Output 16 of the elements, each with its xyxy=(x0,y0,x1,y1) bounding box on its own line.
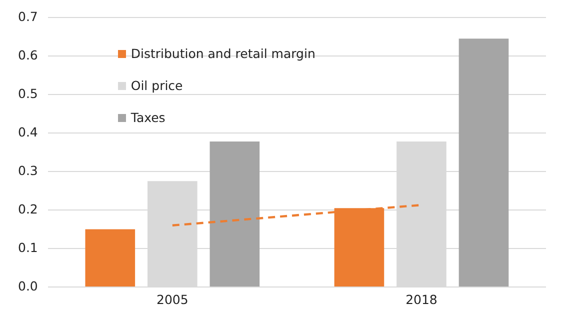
bar xyxy=(458,38,509,286)
bar xyxy=(210,141,260,286)
y-tick-label: 0.5 xyxy=(18,86,38,101)
y-tick-label: 0.6 xyxy=(18,47,38,62)
legend-label: Oil price xyxy=(130,78,183,93)
y-tick-label: 0.7 xyxy=(18,8,38,24)
legend-label: Distribution and retail margin xyxy=(130,46,316,61)
y-tick-label: 0.0 xyxy=(18,278,38,294)
x-tick-label: 2018 xyxy=(406,292,438,307)
x-tick-label: 2005 xyxy=(156,292,188,307)
y-tick-label: 0.1 xyxy=(18,240,38,255)
y-tick-label: 0.3 xyxy=(18,162,38,178)
legend-label: Taxes xyxy=(130,110,166,125)
y-tick-label: 0.2 xyxy=(18,201,38,216)
bar xyxy=(85,229,136,286)
y-tick-label: 0.4 xyxy=(18,124,38,140)
